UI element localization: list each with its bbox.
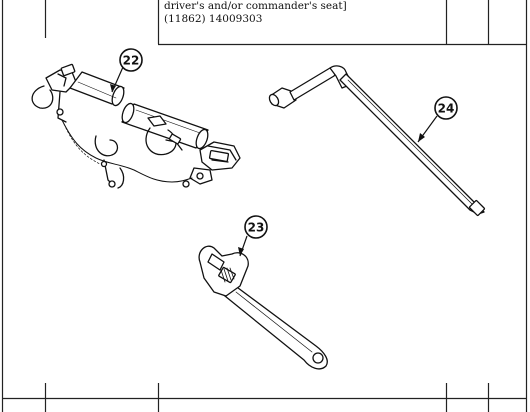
callout-23-label: 23 [248,221,265,235]
callout-22-label: 22 [123,54,140,68]
adjustable-wrench [198,245,328,370]
description-line-2: (11862) 14009303 [164,12,263,25]
seat-harness-assembly [31,63,241,189]
lug-wrench [268,65,486,217]
callout-24-label: 24 [438,102,455,116]
tube-segment-middle [121,103,209,149]
left-lanyard [31,85,54,109]
item-description: driver's and/or commander's seat] (11862… [164,0,347,25]
callout-24: 24 [417,96,458,143]
retaining-chain [61,119,193,183]
wrench-handle [219,281,328,370]
callout-23: 23 [238,215,268,257]
description-line-1: driver's and/or commander's seat] [164,0,347,12]
s-hook-pin [94,135,119,157]
lug-wrench-short-arm [289,67,339,101]
callout-22: 22 [110,48,143,93]
